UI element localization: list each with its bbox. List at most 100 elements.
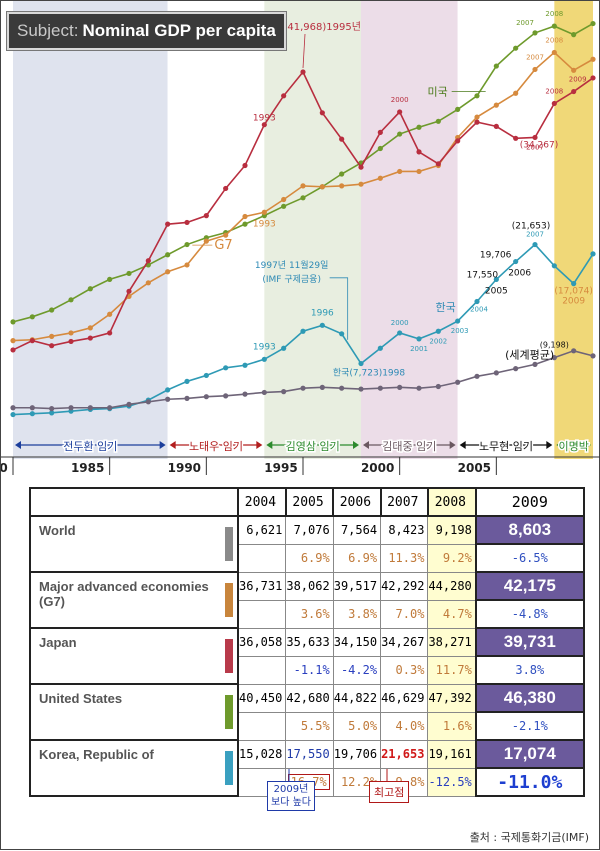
value-cell: 17,550: [285, 739, 334, 769]
data-point-world: [397, 384, 403, 390]
data-point-usa: [165, 252, 171, 258]
table-header-row: 2004 2005 2006 2007 2008 2009: [29, 487, 585, 517]
growth-text: 0.3%: [395, 663, 425, 677]
value-cell: 46,629: [380, 683, 429, 713]
data-point-g7: [416, 168, 422, 175]
row-label: World: [29, 515, 239, 573]
table-growth-row: 5.5% 5.0% 4.0% 1.6% -2.1%: [30, 711, 585, 741]
data-point-world: [87, 405, 93, 411]
x-tick-label: 1985: [71, 461, 104, 475]
data-point-korea: [532, 241, 538, 248]
data-point-korea: [435, 328, 441, 334]
growth-text: 7.0%: [395, 607, 425, 621]
value-cell: 8,423: [380, 515, 429, 545]
point-label: 2007: [516, 19, 534, 27]
period-band: [167, 1, 265, 459]
growth-cell: -4.2%: [332, 655, 382, 685]
header-year: 2008: [426, 487, 477, 517]
data-point-usa: [435, 118, 441, 124]
chart-title: Nominal GDP per capita: [82, 21, 276, 40]
data-point-world: [300, 385, 306, 391]
data-point-g7: [551, 49, 557, 56]
data-point-usa: [455, 106, 461, 112]
data-point-world: [493, 370, 499, 376]
growth-text: 9.2%: [442, 551, 472, 565]
data-point-world: [184, 395, 190, 401]
row-label: Major advanced economies (G7): [29, 571, 239, 629]
table-growth-row: 16.7%12.2%9.8%-12.5%-11.0%: [30, 767, 585, 797]
data-point-korea: [590, 251, 596, 257]
point-label: 2002: [429, 337, 447, 345]
data-point-world: [68, 405, 74, 411]
subject-banner: Subject: Nominal GDP per capita: [7, 12, 286, 50]
point-label: 2004: [470, 306, 488, 314]
value-cell: 44,280: [427, 571, 477, 601]
label-leader: [302, 33, 306, 69]
point-label: 2008: [545, 87, 563, 95]
data-point-usa: [184, 241, 190, 248]
usa-label: 미국: [428, 85, 448, 98]
growth-cell: 4.7%: [427, 599, 477, 629]
value-cell: 7,564: [332, 515, 382, 545]
data-point-g7: [358, 181, 364, 187]
data-point-korea: [358, 360, 364, 367]
data-point-world: [10, 405, 16, 411]
data-point-korea: [223, 365, 229, 371]
data-point-japan: [242, 162, 248, 169]
data-point-g7: [281, 196, 287, 203]
data-point-g7: [242, 213, 248, 220]
period-band: [13, 1, 168, 459]
value-cell: 15,028: [237, 739, 287, 769]
data-point-world: [203, 394, 209, 400]
data-point-korea: [551, 263, 557, 269]
data-point-g7: [377, 175, 383, 181]
growth-cell: 11.3%: [380, 543, 429, 573]
value-cell: 46,380: [474, 683, 585, 713]
point-label: 2001: [410, 345, 428, 353]
g7-label: G7: [214, 238, 232, 253]
period-band: [457, 1, 555, 459]
data-point-g7: [203, 238, 209, 244]
growth-cell: [237, 655, 287, 685]
period-arrow-head: [556, 441, 563, 449]
growth-cell: -11.0%: [474, 767, 585, 797]
data-point-korea: [397, 330, 403, 336]
value-cell: 17,074: [474, 739, 585, 769]
value-cell: 21,653: [380, 739, 429, 769]
x-tick-label: 1995: [264, 461, 297, 475]
data-point-g7: [107, 311, 113, 317]
data-point-usa: [87, 286, 93, 292]
x-tick-label: 2005: [458, 461, 491, 475]
data-point-korea: [184, 378, 190, 384]
growth-cell: 1.6%: [427, 711, 477, 741]
table-growth-row: 6.9% 6.9% 11.3% 9.2% -6.5%: [30, 543, 585, 573]
data-point-japan: [29, 338, 35, 344]
row-label-text: Major advanced economies (G7): [39, 579, 209, 609]
chart-area: 전두환 임기 노태우 임기 김영삼 임기 김대중 임기 노무현 임기 이명박 1980 198…: [1, 1, 600, 481]
data-point-japan: [339, 136, 345, 142]
note-line: 보다 높다: [271, 797, 311, 808]
data-point-japan: [49, 343, 55, 349]
note-higher-than-2009: 2009년 보다 높다: [267, 781, 315, 811]
korea-label: 한국: [436, 301, 456, 314]
point-label: 1993: [253, 219, 276, 229]
growth-text: -4.2%: [340, 663, 378, 677]
growth-text: 6.9%: [348, 551, 378, 565]
data-point-japan: [261, 122, 267, 128]
data-point-japan: [223, 185, 229, 192]
growth-text: -1.1%: [293, 663, 330, 677]
header-year: 2009: [474, 487, 585, 517]
data-point-japan: [435, 161, 441, 167]
legend-swatch: [225, 583, 233, 617]
growth-text: -6.5%: [511, 551, 548, 565]
data-point-japan: [397, 109, 403, 115]
growth-text: 3.8%: [515, 663, 545, 677]
period-arrow-head: [353, 441, 359, 449]
data-point-world: [29, 405, 35, 411]
growth-cell: [237, 711, 287, 741]
growth-cell: -4.8%: [474, 599, 585, 629]
gdp-line-chart: 전두환 임기 노태우 임기 김영삼 임기 김대중 임기 노무현 임기 이명박 1980 198…: [1, 1, 600, 475]
point-label: 2003: [451, 327, 469, 335]
data-point-usa: [49, 307, 55, 313]
data-point-japan: [319, 110, 325, 116]
